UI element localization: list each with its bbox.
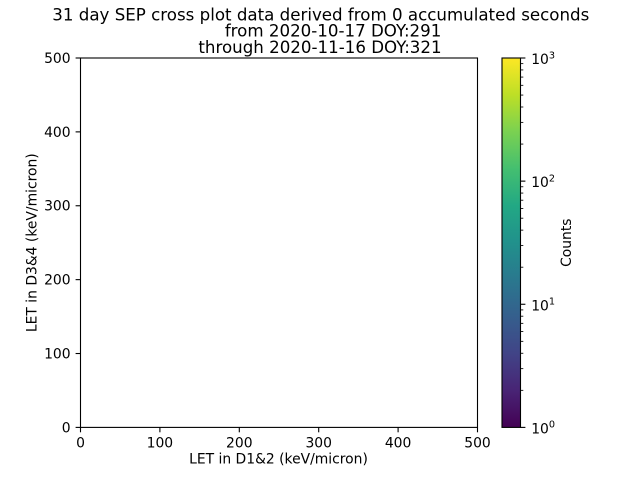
colorbar-tick-label: 101 <box>531 297 555 315</box>
x-tick-label: 0 <box>76 435 85 451</box>
y-tick-label: 100 <box>44 346 70 362</box>
x-axis-tick-labels: 0 100 200 300 400 500 <box>76 435 491 451</box>
y-tick-label: 500 <box>44 51 70 67</box>
y-axis-ticks <box>75 57 81 428</box>
colorbar-tick-label: 100 <box>531 420 555 438</box>
x-tick-label: 500 <box>464 435 490 451</box>
title-line-1: 31 day SEP cross plot data derived from … <box>52 5 589 24</box>
colorbar-tick-label: 103 <box>531 50 555 68</box>
chart-title: 31 day SEP cross plot data derived from … <box>52 5 589 57</box>
x-tick-label: 400 <box>385 435 411 451</box>
x-tick-label: 200 <box>226 435 252 451</box>
y-axis-label: LET in D3&4 (keV/micron) <box>25 153 41 332</box>
title-line-3: through 2020-11-16 DOY:321 <box>198 38 441 57</box>
x-tick-label: 100 <box>147 435 173 451</box>
colorbar-label: Counts <box>559 218 575 266</box>
y-tick-label: 300 <box>44 199 70 215</box>
title-line-2: from 2020-10-17 DOY:291 <box>225 22 442 41</box>
colorbar-tick-labels: 100 101 102 103 <box>531 50 555 437</box>
y-tick-label: 400 <box>44 125 70 141</box>
y-axis-tick-labels: 0 100 200 300 400 500 <box>44 51 70 436</box>
x-axis-label: LET in D1&2 (keV/micron) <box>189 452 368 468</box>
y-tick-label: 0 <box>62 420 71 436</box>
y-tick-label: 200 <box>44 273 70 289</box>
colorbar-tick-label: 102 <box>531 173 555 191</box>
x-tick-label: 300 <box>305 435 331 451</box>
plot-area <box>79 57 479 428</box>
colorbar <box>501 57 522 428</box>
x-axis-ticks <box>79 427 479 433</box>
colorbar-ticks <box>520 57 526 428</box>
